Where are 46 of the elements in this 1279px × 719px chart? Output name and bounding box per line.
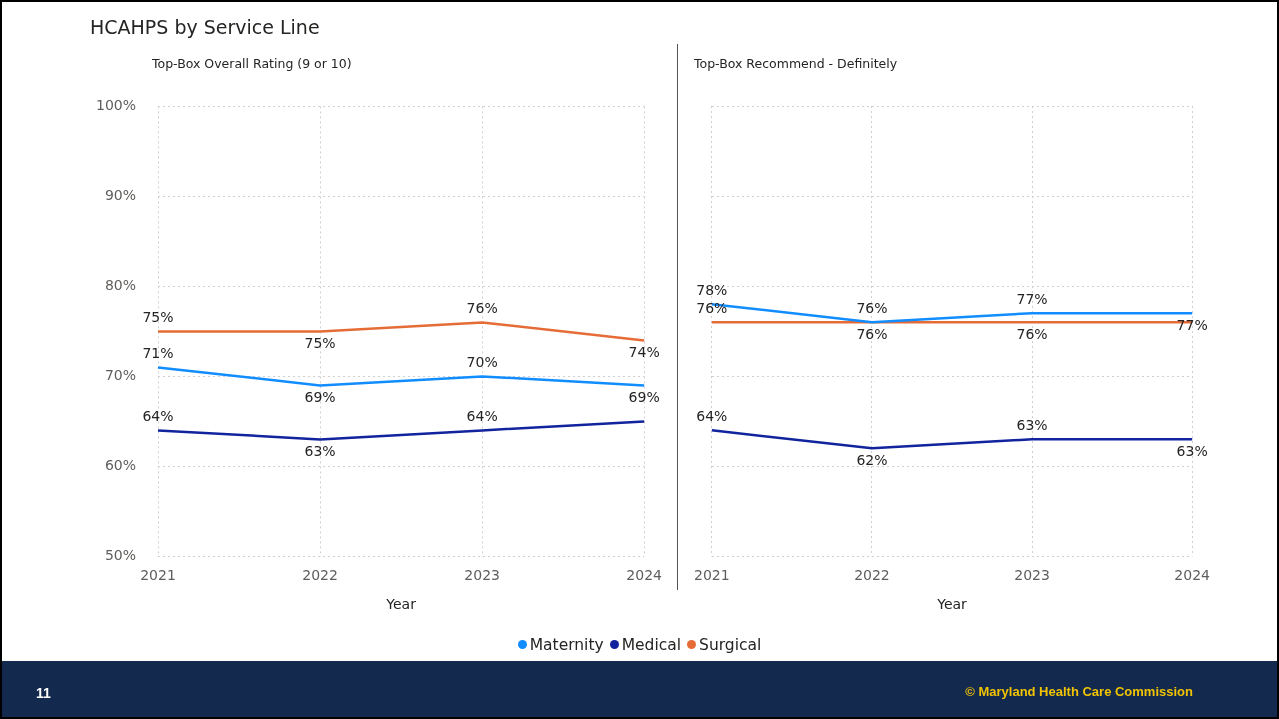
data-label: 62% <box>856 451 888 468</box>
x-tick-label: 2021 <box>140 567 176 584</box>
y-tick-label: 90% <box>104 187 137 204</box>
x-tick-label: 2022 <box>302 567 338 584</box>
y-tick-label: 70% <box>104 367 137 384</box>
data-label: 64% <box>142 408 174 425</box>
text: © Maryland Health Care Commission <box>965 684 1193 699</box>
x-tick-label: 2022 <box>854 567 890 584</box>
chart-subtitle: Top-Box Recommend - Definitely <box>694 56 898 71</box>
data-label: 77% <box>1016 290 1048 307</box>
chart-title: HCAHPS by Service Line <box>90 16 320 38</box>
data-label: 69% <box>304 389 336 406</box>
legend-label: Maternity <box>528 636 604 654</box>
data-label: 74% <box>628 344 660 361</box>
x-tick-label: 2023 <box>1014 567 1050 584</box>
data-label: 75% <box>142 309 174 326</box>
data-label: 71% <box>142 345 174 362</box>
data-label: 77% <box>1176 316 1208 333</box>
data-label: 70% <box>466 354 498 371</box>
legend-label: Medical <box>620 636 682 654</box>
data-label: 75% <box>304 335 336 352</box>
legend-label: Surgical <box>698 636 762 654</box>
x-tick-label: 2024 <box>1174 567 1211 584</box>
data-label: 69% <box>628 389 660 406</box>
y-tick-label: 50% <box>104 547 137 564</box>
x-axis-title: Year <box>385 596 417 613</box>
data-label: 76% <box>856 299 888 316</box>
x-tick-label: 2023 <box>464 567 500 584</box>
data-label: 76% <box>466 300 498 317</box>
data-label: 63% <box>1016 416 1048 433</box>
y-tick-label: 80% <box>104 277 137 294</box>
data-label: 76% <box>856 325 888 342</box>
y-tick-label: 100% <box>95 97 137 114</box>
data-label: 63% <box>304 443 336 460</box>
data-label: 76% <box>696 299 728 316</box>
data-label: 78% <box>696 281 728 298</box>
x-tick-label: 2021 <box>693 567 730 584</box>
chart-subtitle: Top-Box Overall Rating (9 or 10) <box>152 56 352 71</box>
text: 11 <box>36 685 51 701</box>
data-label: 76% <box>1016 325 1048 342</box>
data-label: 64% <box>696 407 728 424</box>
x-axis-title: Year <box>936 596 968 613</box>
data-label: 64% <box>466 408 498 425</box>
data-label: 63% <box>1176 442 1208 459</box>
x-tick-label: 2024 <box>626 567 663 584</box>
y-tick-label: 60% <box>104 457 137 474</box>
